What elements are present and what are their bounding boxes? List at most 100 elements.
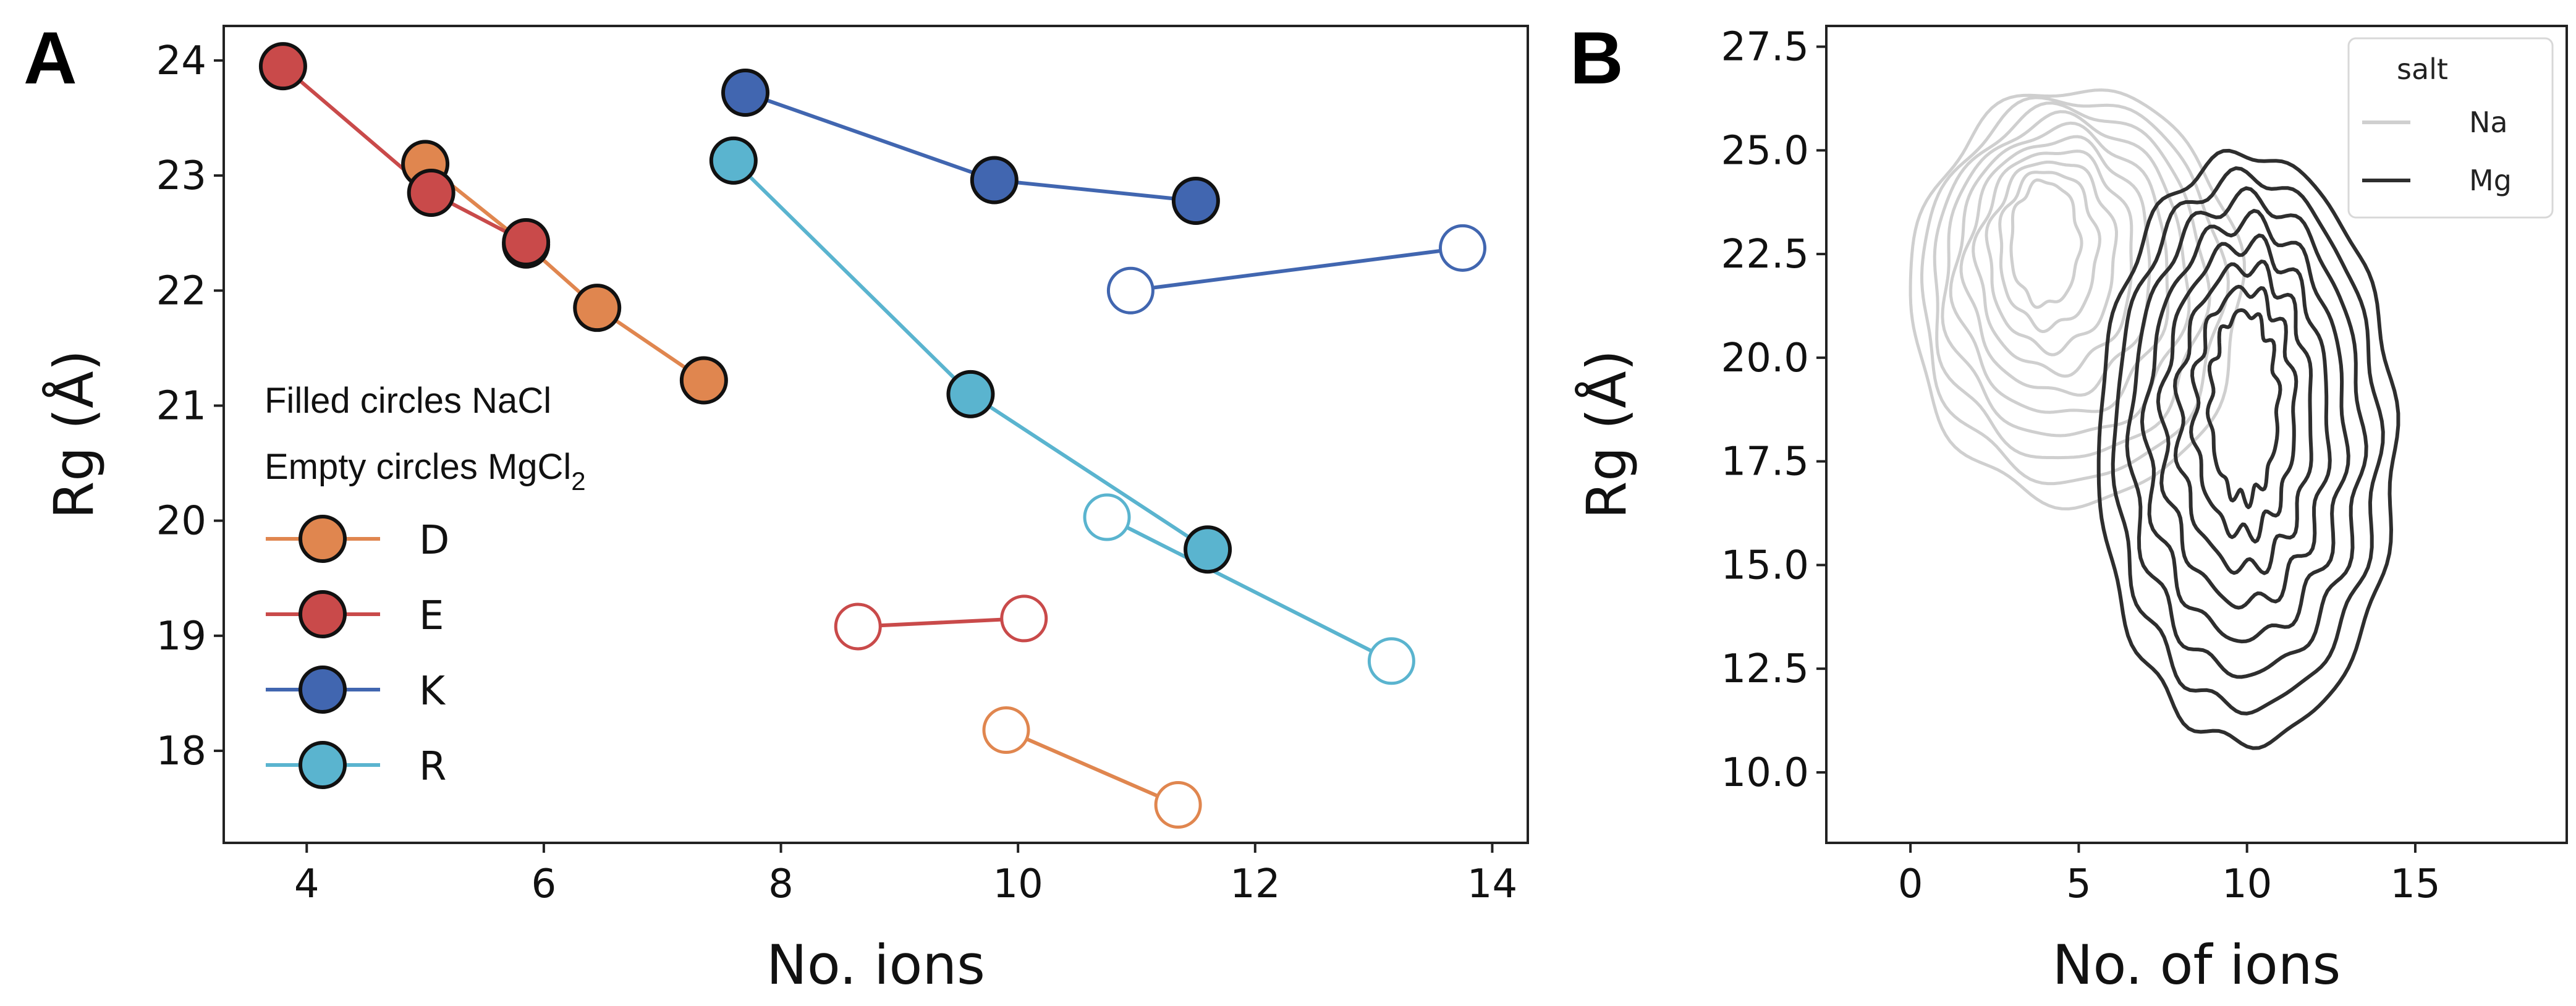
series-line-r-nacl (732, 159, 1209, 551)
x-tick-label: 10 (2222, 861, 2272, 907)
point-k-nacl (1171, 177, 1220, 226)
legend-label-e: E (419, 593, 444, 639)
contour-na (1972, 150, 2133, 378)
panel-b: 0 5 10 15 10.012.515.017.520.022.525.027.5 … (1575, 25, 2568, 997)
panel-b-legend-title: salt (2397, 53, 2448, 86)
x-tick-label: 10 (993, 861, 1043, 907)
series-line-e-mgcl2 (858, 616, 1024, 628)
x-tick-label: 6 (532, 861, 557, 907)
series-line-d-nacl (424, 163, 705, 382)
point-k-mgcl2 (1106, 266, 1155, 315)
panel-b-y-label: Rg (Å) (1575, 350, 1638, 519)
x-tick-label: 12 (1230, 861, 1280, 907)
y-tick-label: 20 (156, 499, 206, 544)
x-tick-label: 0 (1898, 861, 1923, 907)
y-tick-label: 12.5 (1721, 646, 1810, 692)
contour-na (1998, 171, 2101, 333)
y-tick-label: 15.0 (1721, 543, 1810, 588)
point-e-nacl (407, 168, 455, 217)
panel-label-b: B (1570, 17, 1624, 99)
panel-b-legend: salt Na Mg (2347, 37, 2554, 219)
legend-label-r: R (419, 744, 446, 790)
series-line-k-nacl (745, 91, 1197, 203)
panel-a-y-label: Rg (Å) (42, 350, 106, 519)
x-tick-label: 5 (2066, 861, 2091, 907)
legend-marker-k (299, 666, 347, 714)
annotation-mgcl-subscript: 2 (571, 467, 585, 496)
annotation-mgcl-text: Empty circles MgCl (265, 447, 571, 487)
panel-a-x-ticks: 4 6 8 10 12 14 (294, 843, 1517, 907)
contour-na (1985, 160, 2118, 357)
panel-b-frame (1825, 25, 2568, 844)
series-line-r-mgcl2 (1106, 515, 1392, 663)
contour-mg (2125, 186, 2368, 679)
panel-a-y-ticks: 18 19 20 21 22 23 24 (156, 38, 224, 774)
contour-na (1909, 88, 2246, 510)
contour-mg (2140, 209, 2350, 644)
panel-a-frame (222, 25, 1529, 844)
y-tick-label: 10.0 (1721, 750, 1810, 796)
panel-b-legend-box (2347, 37, 2554, 219)
contour-mg (2189, 284, 2298, 544)
contour-mg (2156, 233, 2332, 610)
point-e-nacl (502, 218, 551, 267)
legend-marker-d (299, 515, 347, 563)
y-tick-label: 23 (156, 153, 206, 199)
panel-b-y-ticks: 10.0 12.5 15.0 17.5 20.0 22.5 25.0 27.5 (1721, 25, 1826, 796)
y-tick-label: 24 (156, 38, 206, 84)
series-line-k-mgcl2 (1130, 246, 1463, 293)
y-tick-label: 20.0 (1721, 336, 1810, 381)
point-e-mgcl2 (834, 602, 882, 651)
point-d-nacl (573, 284, 622, 332)
point-d-nacl (679, 356, 728, 405)
contour-na (1933, 101, 2211, 460)
panel-b-contours (1909, 88, 2400, 750)
point-r-nacl (709, 136, 758, 185)
x-tick-label: 14 (1467, 861, 1517, 907)
panel-b-x-ticks: 0 5 10 15 (1898, 843, 2441, 907)
legend-label-mg: Mg (2469, 164, 2512, 197)
y-tick-label: 25.0 (1721, 128, 1810, 174)
legend-label-k: K (419, 669, 446, 714)
contour-na (1920, 96, 2230, 486)
legend-label-na: Na (2469, 106, 2508, 139)
contour-mg (2111, 166, 2385, 716)
panel-b-x-label: No. of ions (2053, 933, 2341, 997)
panel-label-a: A (23, 17, 77, 99)
point-r-mgcl2 (1083, 493, 1131, 541)
contour-mg (2173, 260, 2313, 575)
point-d-mgcl2 (1154, 781, 1202, 829)
x-tick-label: 15 (2390, 861, 2440, 907)
y-tick-label: 27.5 (1721, 25, 1810, 70)
panel-a-annotation-mgcl2: Empty circles MgCl2 (265, 447, 586, 496)
point-d-mgcl2 (982, 706, 1030, 754)
series-line-d-mgcl2 (1005, 728, 1179, 807)
legend-marker-e (299, 590, 347, 638)
contour-mg (2205, 308, 2282, 509)
y-tick-label: 17.5 (1721, 439, 1810, 485)
contour-mg (2096, 148, 2400, 750)
panel-a-series (258, 42, 1486, 829)
y-tick-label: 19 (156, 614, 206, 659)
point-r-nacl (946, 370, 995, 418)
panel-a: 4 6 8 10 12 14 18 19 20 21 22 23 24 No. ions Rg (Å)… (42, 25, 1529, 997)
panel-a-annotation-nacl: Filled circles NaCl (265, 381, 551, 421)
point-r-nacl (1184, 525, 1232, 574)
legend-marker-r (299, 741, 347, 789)
point-k-mgcl2 (1439, 224, 1486, 272)
point-e-mgcl2 (1000, 594, 1048, 643)
point-r-mgcl2 (1367, 637, 1415, 685)
x-tick-label: 8 (768, 861, 794, 907)
panel-a-x-label: No. ions (766, 933, 985, 997)
point-k-nacl (721, 68, 769, 117)
contour-na (2009, 178, 2083, 309)
y-tick-label: 22 (156, 268, 206, 314)
y-tick-label: 18 (156, 729, 206, 774)
point-k-nacl (970, 156, 1019, 205)
y-tick-label: 22.5 (1721, 232, 1810, 277)
y-tick-label: 21 (156, 383, 206, 429)
legend-label-d: D (419, 518, 449, 564)
point-e-nacl (258, 42, 307, 91)
